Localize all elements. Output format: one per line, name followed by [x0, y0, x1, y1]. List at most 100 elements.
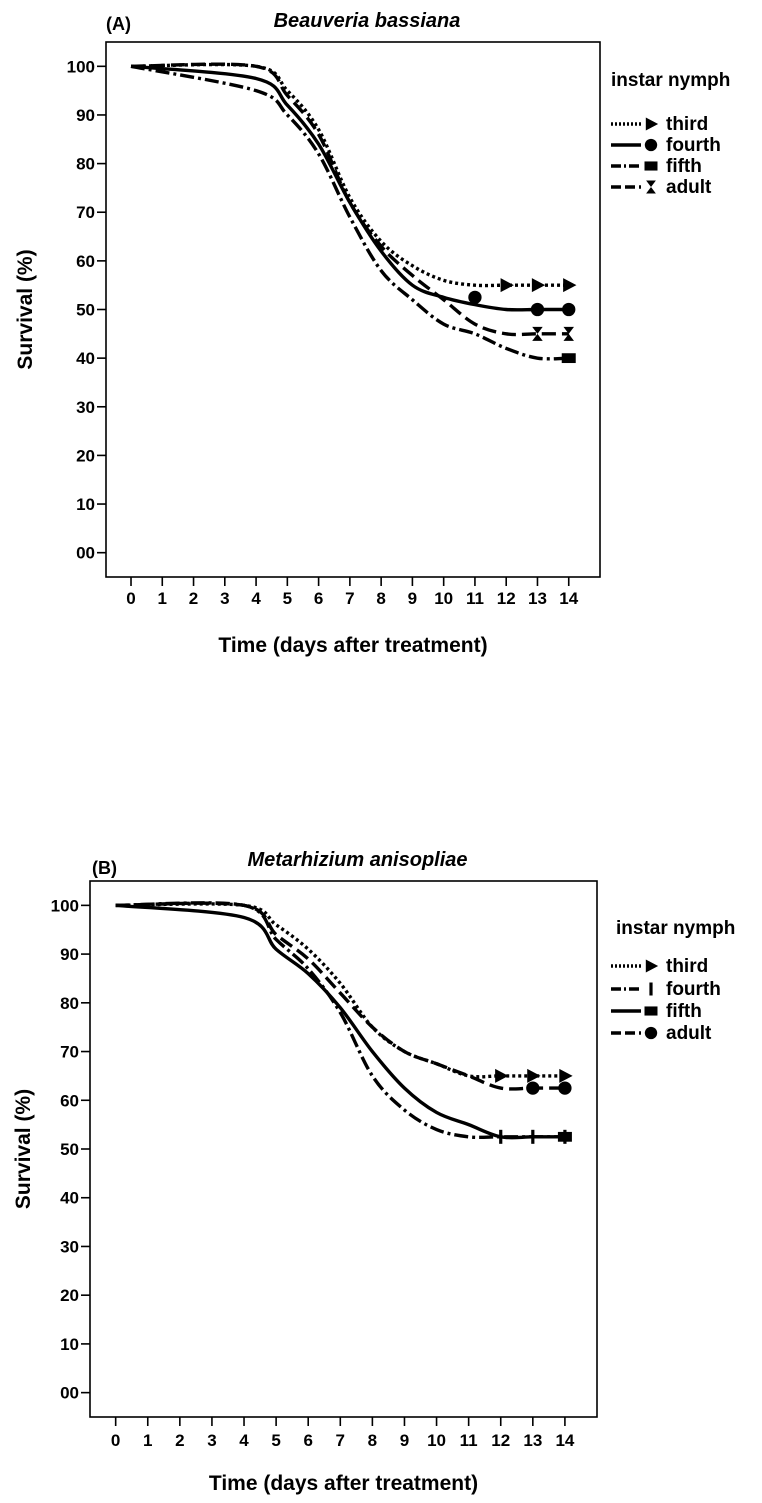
x-tick-label: 7	[345, 589, 354, 608]
y-tick-label: 00	[76, 544, 95, 563]
x-tick-label: 5	[271, 1431, 280, 1450]
legend-title: instar nymph	[611, 70, 730, 91]
x-axis: 0 1 2 3 4 5 6 7 8 9 10 11 12 13 14	[111, 1417, 575, 1450]
legend-marker-fifth	[644, 161, 658, 171]
y-tick-label: 80	[76, 155, 95, 174]
y-axis: 00 10 20 30 40 50 60 70 80 90 100	[51, 896, 90, 1403]
chart-panel-b: Metarhizium anisopliae(B)001020304050607…	[12, 849, 735, 1495]
data-point-third	[563, 278, 577, 293]
y-axis-label: Survival (%)	[14, 249, 37, 369]
x-tick-label: 9	[400, 1431, 409, 1450]
legend-label-third: third	[666, 956, 708, 977]
y-tick-label: 50	[60, 1140, 79, 1159]
series-line-fourth	[130, 64, 569, 312]
data-point-third	[500, 278, 514, 293]
legend-label-adult: adult	[666, 1023, 712, 1044]
y-tick-label: 00	[60, 1384, 79, 1403]
x-tick-label: 8	[376, 589, 385, 608]
legend-marker-adult	[644, 1026, 658, 1040]
y-tick-label: 90	[76, 106, 95, 125]
x-axis-label: Time (days after treatment)	[218, 634, 487, 657]
data-point-adult	[558, 1081, 572, 1095]
legend-label-fourth: fourth	[666, 979, 721, 1000]
data-point-third	[531, 278, 546, 293]
x-tick-label: 5	[283, 589, 292, 608]
y-tick-label: 30	[76, 398, 95, 417]
y-tick-label: 70	[76, 203, 95, 222]
y-axis-label: Survival (%)	[12, 1089, 35, 1209]
x-tick-label: 9	[408, 589, 417, 608]
y-tick-label: 60	[60, 1091, 79, 1110]
y-tick-label: 40	[60, 1189, 79, 1208]
x-tick-label: 10	[434, 589, 453, 608]
x-tick-label: 3	[207, 1431, 216, 1450]
point-markers	[468, 278, 577, 364]
y-tick-label: 80	[60, 994, 79, 1013]
x-tick-label: 3	[220, 589, 229, 608]
legend-marker-fourth	[649, 982, 653, 996]
x-tick-label: 12	[491, 1431, 510, 1450]
y-tick-label: 90	[60, 945, 79, 964]
x-axis-label: Time (days after treatment)	[209, 1472, 478, 1495]
panel-label: (A)	[106, 14, 131, 34]
legend-label-fifth: fifth	[666, 1001, 702, 1022]
legend-marker-third	[645, 959, 659, 973]
point-markers	[495, 1068, 573, 1144]
legend-marker-third	[645, 117, 659, 131]
x-tick-label: 4	[251, 589, 261, 608]
data-point-fourth	[531, 1129, 535, 1144]
series-line-third	[131, 62, 569, 288]
x-tick-label: 11	[460, 1431, 478, 1450]
data-point-fourth	[468, 290, 482, 304]
legend-title: instar nymph	[616, 918, 735, 939]
x-tick-label: 6	[303, 1431, 312, 1450]
x-tick-label: 13	[528, 589, 547, 608]
chart-title: Beauveria bassiana	[274, 10, 461, 32]
data-point-fifth	[561, 353, 576, 364]
data-point-third	[495, 1068, 509, 1083]
series-line-adult	[131, 62, 569, 337]
y-tick-label: 70	[60, 1043, 79, 1062]
series-line-adult	[115, 901, 565, 1091]
series-group	[130, 62, 569, 361]
x-tick-label: 14	[559, 589, 578, 608]
series-line-fifth	[130, 64, 569, 361]
x-tick-label: 1	[143, 1431, 152, 1450]
y-tick-label: 60	[76, 252, 95, 271]
legend-label-third: third	[666, 114, 708, 135]
series-line-fifth	[115, 903, 565, 1140]
plot-frame	[89, 880, 598, 1418]
x-tick-label: 2	[189, 589, 198, 608]
x-tick-label: 6	[314, 589, 323, 608]
chart-title: Metarhizium anisopliae	[247, 849, 467, 871]
x-tick-label: 12	[497, 589, 516, 608]
legend-marker-fifth	[644, 1006, 658, 1016]
x-tick-label: 13	[523, 1431, 542, 1450]
x-tick-label: 11	[466, 589, 484, 608]
y-tick-label: 20	[60, 1286, 79, 1305]
data-point-fifth	[557, 1131, 572, 1142]
x-tick-label: 1	[158, 589, 167, 608]
x-tick-label: 8	[368, 1431, 377, 1450]
legend-label-fourth: fourth	[666, 135, 721, 156]
series-group	[115, 901, 565, 1140]
data-point-fourth	[562, 302, 576, 317]
x-axis: 0 1 2 3 4 5 6 7 8 9 10 11 12 13 14	[126, 577, 579, 608]
data-point-adult	[526, 1081, 540, 1095]
y-tick-label: 100	[67, 57, 95, 76]
y-tick-label: 10	[76, 495, 95, 514]
data-point-fourth	[499, 1129, 503, 1144]
y-tick-label: 30	[60, 1237, 79, 1256]
data-point-adult	[532, 326, 543, 341]
data-point-third	[527, 1068, 541, 1083]
x-tick-label: 0	[126, 589, 135, 608]
panel-label: (B)	[92, 858, 117, 878]
legend-label-adult: adult	[666, 177, 712, 198]
series-line-fourth	[115, 901, 565, 1140]
x-tick-label: 0	[111, 1431, 120, 1450]
y-tick-label: 20	[76, 446, 95, 465]
x-tick-label: 4	[239, 1431, 249, 1450]
legend-label-fifth: fifth	[666, 156, 702, 177]
